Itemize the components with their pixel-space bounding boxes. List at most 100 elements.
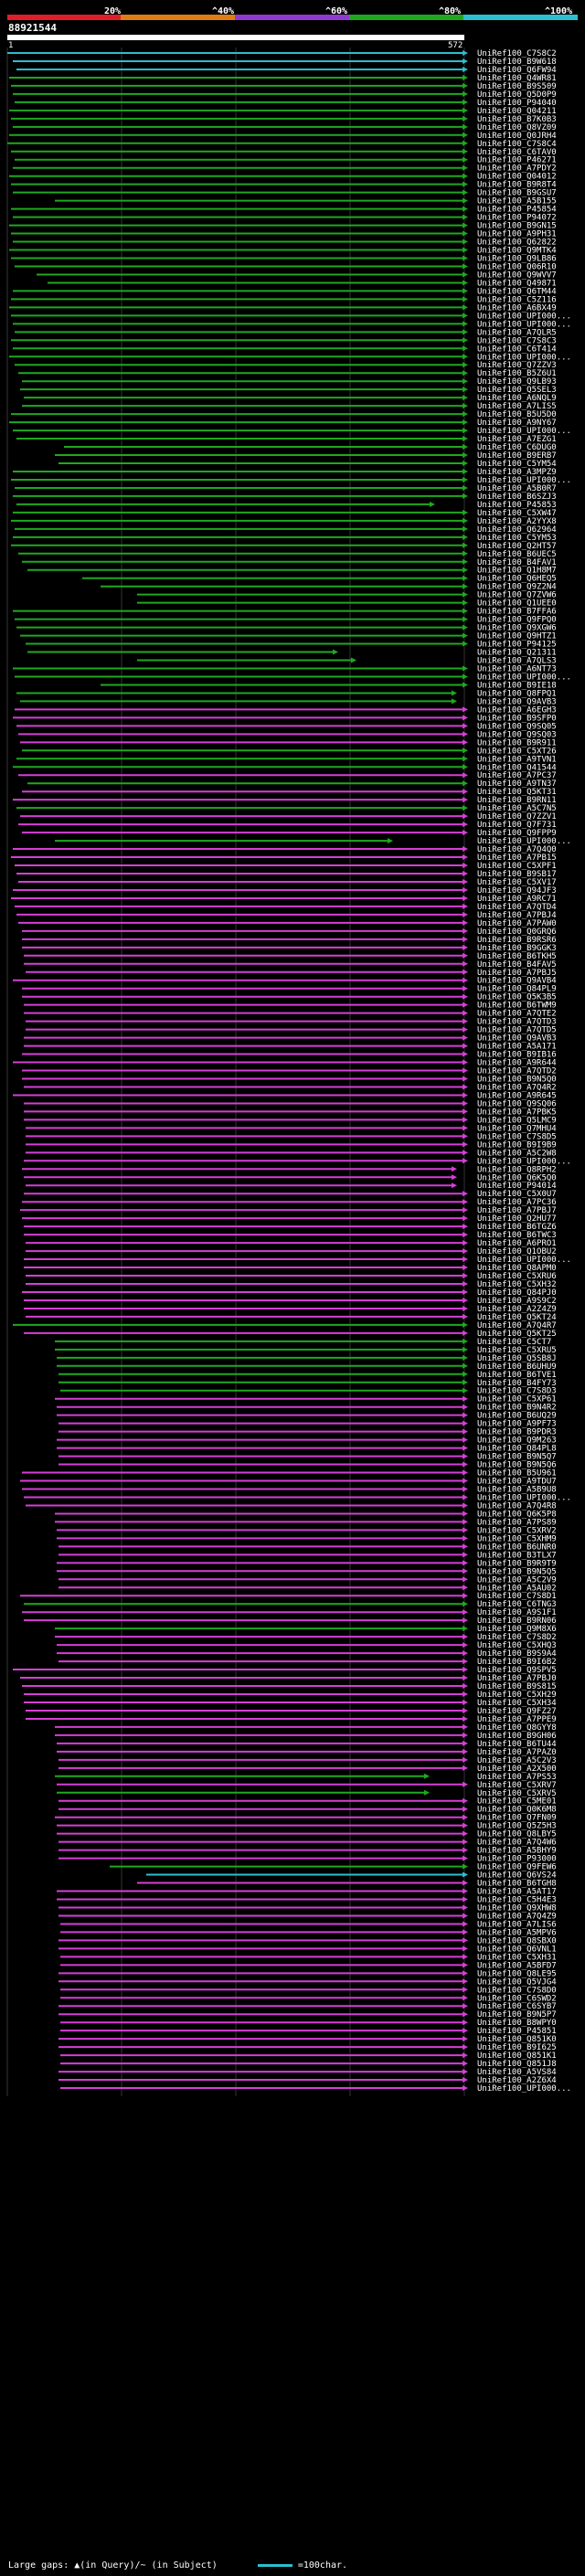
hit-label[interactable]: UniRef100_C5XRV7 xyxy=(477,1781,557,1790)
hit-row[interactable]: UniRef100_Q8SBX0 xyxy=(58,1936,557,1945)
hit-row[interactable]: UniRef100_Q94JF3 xyxy=(13,886,557,896)
hit-label[interactable]: UniRef100_B8WPY0 xyxy=(477,2019,557,2028)
hit-row[interactable]: UniRef100_Q2HT57 xyxy=(11,542,557,551)
hit-label[interactable]: UniRef100_A5C7N5 xyxy=(477,804,557,813)
hit-row[interactable]: UniRef100_Q5KT25 xyxy=(24,1330,557,1339)
hit-row[interactable]: UniRef100_A7PAZ0 xyxy=(57,1748,557,1757)
hit-label[interactable]: UniRef100_B4FAV1 xyxy=(477,558,557,567)
hit-label[interactable]: UniRef100_A2Z6X4 xyxy=(477,2076,557,2085)
hit-row[interactable]: UniRef100_Q6HEQ5 xyxy=(82,575,557,584)
hit-row[interactable]: UniRef100_Q04012 xyxy=(9,173,557,182)
hit-label[interactable]: UniRef100_B9N5Q0 xyxy=(477,1076,557,1085)
hit-row[interactable]: UniRef100_Q7ZVW6 xyxy=(137,591,557,600)
hit-label[interactable]: UniRef100_B6TGH8 xyxy=(477,1880,557,1889)
hit-row[interactable]: UniRef100_P94125 xyxy=(26,641,557,650)
hit-row[interactable]: UniRef100_Q5D0P9 xyxy=(13,90,557,100)
hit-row[interactable]: UniRef100_B6TU44 xyxy=(57,1740,557,1749)
hit-row[interactable]: UniRef100_Q9MTK4 xyxy=(9,247,557,256)
hit-label[interactable]: UniRef100_Q851J8 xyxy=(477,2060,557,2069)
hit-row[interactable]: UniRef100_A7Q4Z9 xyxy=(58,1912,557,1921)
hit-row[interactable]: UniRef100_C7S8C2 xyxy=(7,49,557,58)
hit-row[interactable]: UniRef100_C5XH29 xyxy=(24,1691,557,1700)
hit-label[interactable]: UniRef100_A5BHY9 xyxy=(477,1847,557,1856)
hit-row[interactable]: UniRef100_C5XRU6 xyxy=(26,1272,557,1281)
hit-label[interactable]: UniRef100_C5XW47 xyxy=(477,509,557,518)
hit-row[interactable]: UniRef100_C6DUG0 xyxy=(64,443,557,452)
hit-label[interactable]: UniRef100_Q5KT31 xyxy=(477,788,557,797)
hit-label[interactable]: UniRef100_B9S815 xyxy=(477,1682,557,1691)
hit-label[interactable]: UniRef100_C5XHM9 xyxy=(477,1534,557,1543)
hit-row[interactable]: UniRef100_C6TNG3 xyxy=(24,1600,557,1609)
hit-label[interactable]: UniRef100_A5C2V9 xyxy=(477,1575,557,1585)
hit-label[interactable]: UniRef100_B9SB17 xyxy=(477,870,557,879)
hit-row[interactable]: UniRef100_Q1OBU2 xyxy=(26,1247,557,1256)
hit-label[interactable]: UniRef100_Q5KT25 xyxy=(477,1330,557,1339)
hit-label[interactable]: UniRef100_C5XH34 xyxy=(477,1699,557,1708)
hit-row[interactable]: UniRef100_B9GN15 xyxy=(9,222,557,231)
hit-label[interactable]: UniRef100_A9TVN1 xyxy=(477,755,557,764)
hit-label[interactable]: UniRef100_A7PBJ7 xyxy=(477,1206,557,1215)
hit-label[interactable]: UniRef100_B9W618 xyxy=(477,58,557,67)
hit-row[interactable]: UniRef100_Q5KT31 xyxy=(22,788,557,797)
hit-label[interactable]: UniRef100_B6TU44 xyxy=(477,1740,557,1749)
hit-label[interactable]: UniRef100_B6SZJ3 xyxy=(477,493,557,502)
hit-label[interactable]: UniRef100_A9RC71 xyxy=(477,895,557,904)
hit-label[interactable]: UniRef100_Q8LBY5 xyxy=(477,1830,557,1839)
hit-label[interactable]: UniRef100_B9R9T9 xyxy=(477,1559,557,1568)
hit-label[interactable]: UniRef100_A7PAW0 xyxy=(477,919,557,928)
hit-label[interactable]: UniRef100_UPI000... xyxy=(477,1493,571,1502)
hit-row[interactable]: UniRef100_A5C2V9 xyxy=(58,1575,557,1585)
hit-row[interactable]: UniRef100_Q851J8 xyxy=(60,2060,557,2069)
hit-row[interactable]: UniRef100_B8WPY0 xyxy=(60,2019,557,2028)
hit-label[interactable]: UniRef100_B9N5Q6 xyxy=(477,1461,557,1470)
hit-row[interactable]: UniRef100_UPI000... xyxy=(55,837,571,846)
hit-row[interactable]: UniRef100_Q84PJ0 xyxy=(22,1288,557,1298)
hit-row[interactable]: UniRef100_P94014 xyxy=(26,1182,557,1191)
hit-label[interactable]: UniRef100_B9IE18 xyxy=(477,681,557,690)
hit-row[interactable]: UniRef100_Q5Z5H3 xyxy=(57,1822,557,1831)
hit-row[interactable]: UniRef100_A5C2V3 xyxy=(58,1756,557,1765)
hit-label[interactable]: UniRef100_Q2HT57 xyxy=(477,542,557,551)
hit-label[interactable]: UniRef100_Q2HU77 xyxy=(477,1214,557,1224)
hit-label[interactable]: UniRef100_A7PC37 xyxy=(477,771,557,780)
hit-label[interactable]: UniRef100_Q8FPQ1 xyxy=(477,689,557,698)
hit-label[interactable]: UniRef100_Q9LB93 xyxy=(477,377,557,387)
hit-row[interactable]: UniRef100_B9I625 xyxy=(58,2043,557,2052)
hit-label[interactable]: UniRef100_B9R911 xyxy=(477,738,557,747)
hit-row[interactable]: UniRef100_Q9XGW6 xyxy=(16,624,557,633)
hit-row[interactable]: UniRef100_Q8FPQ1 xyxy=(16,689,557,698)
hit-row[interactable]: UniRef100_Q9LB93 xyxy=(22,377,557,387)
hit-label[interactable]: UniRef100_Q5SEL3 xyxy=(477,386,557,395)
hit-label[interactable]: UniRef100_A5A171 xyxy=(477,1043,557,1052)
hit-row[interactable]: UniRef100_B6TWC3 xyxy=(24,1231,557,1240)
hit-label[interactable]: UniRef100_Q9Z2N4 xyxy=(477,583,557,592)
hit-label[interactable]: UniRef100_Q851K1 xyxy=(477,2051,557,2061)
hit-label[interactable]: UniRef100_Q5KT24 xyxy=(477,1313,557,1322)
hit-label[interactable]: UniRef100_Q84PL9 xyxy=(477,985,557,994)
hit-row[interactable]: UniRef100_Q2HU77 xyxy=(22,1214,557,1224)
hit-label[interactable]: UniRef100_A7PS53 xyxy=(477,1773,557,1782)
hit-label[interactable]: UniRef100_B7FFA6 xyxy=(477,608,557,617)
hit-row[interactable]: UniRef100_Q8GYY8 xyxy=(55,1723,557,1733)
hit-row[interactable]: UniRef100_B3TLX7 xyxy=(58,1551,557,1560)
hit-label[interactable]: UniRef100_Q9XHW8 xyxy=(477,1903,557,1913)
hit-label[interactable]: UniRef100_Q6TM44 xyxy=(477,287,557,296)
hit-label[interactable]: UniRef100_Q84PL8 xyxy=(477,1445,557,1454)
hit-row[interactable]: UniRef100_A9NY67 xyxy=(9,419,557,428)
hit-label[interactable]: UniRef100_Q8VZ09 xyxy=(477,123,557,133)
hit-row[interactable]: UniRef100_A7PDY2 xyxy=(13,164,557,174)
hit-label[interactable]: UniRef100_Q9WVV7 xyxy=(477,270,557,280)
hit-label[interactable]: UniRef100_A6NQL9 xyxy=(477,394,557,403)
hit-row[interactable]: UniRef100_B9N5Q6 xyxy=(58,1461,557,1470)
hit-label[interactable]: UniRef100_A9PF73 xyxy=(477,1420,557,1429)
hit-label[interactable]: UniRef100_P94040 xyxy=(477,99,557,108)
hit-label[interactable]: UniRef100_A7PBK5 xyxy=(477,1108,557,1117)
hit-label[interactable]: UniRef100_A7PC36 xyxy=(477,1198,557,1207)
hit-label[interactable]: UniRef100_C6SYB7 xyxy=(477,2002,557,2011)
hit-label[interactable]: UniRef100_B9PDR3 xyxy=(477,1428,557,1437)
hit-row[interactable]: UniRef100_A5AT17 xyxy=(57,1888,557,1897)
hit-label[interactable]: UniRef100_C7S8D5 xyxy=(477,1132,557,1141)
hit-label[interactable]: UniRef100_Q5D0P9 xyxy=(477,90,557,100)
hit-label[interactable]: UniRef100_Q6FW94 xyxy=(477,66,557,75)
hit-label[interactable]: UniRef100_B9I6B2 xyxy=(477,1658,557,1667)
